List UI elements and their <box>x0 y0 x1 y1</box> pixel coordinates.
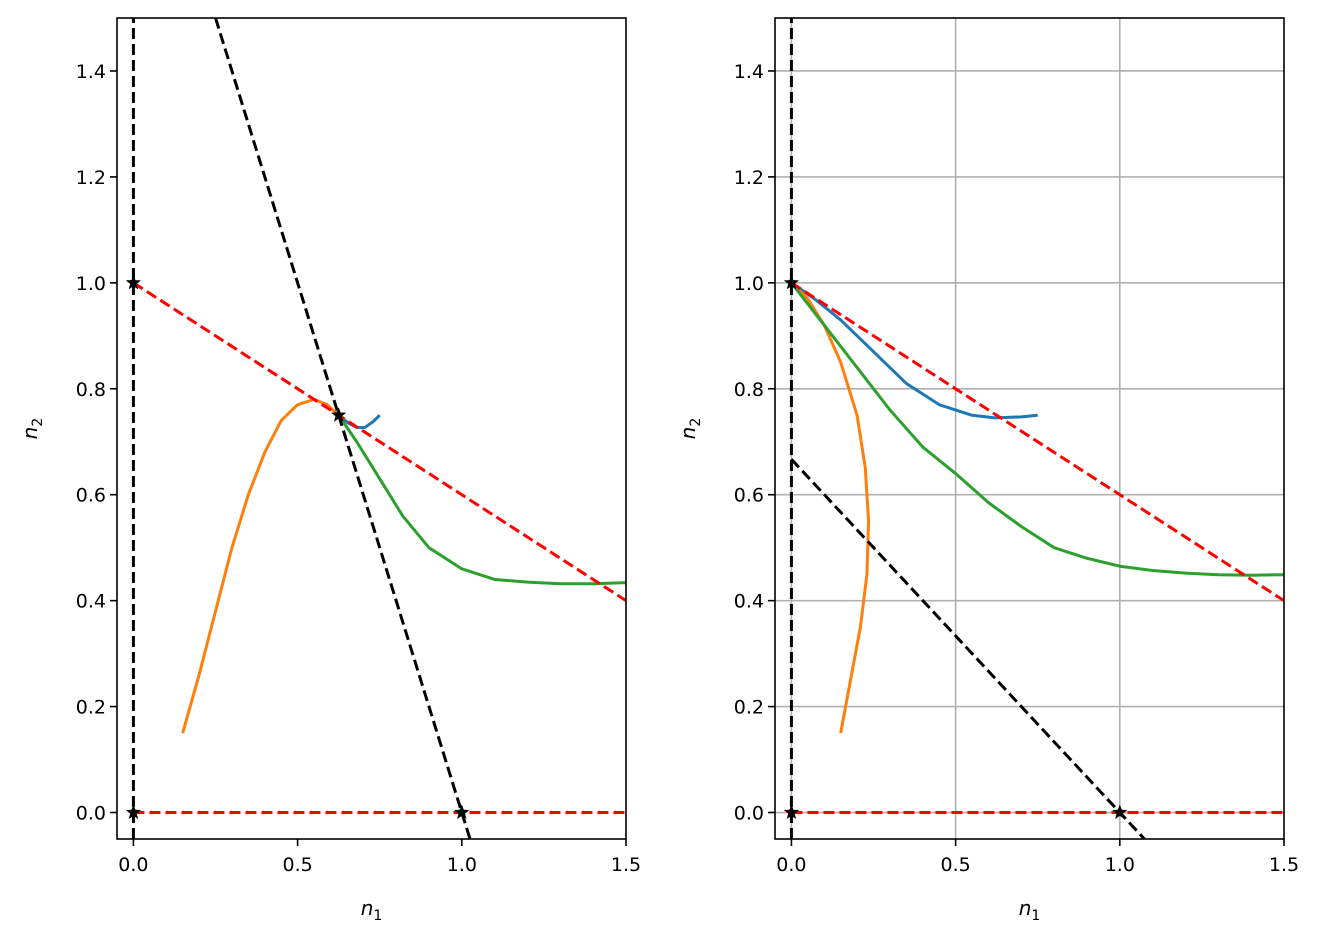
y-tick-label-3: 0.6 <box>76 485 106 507</box>
axes-frame <box>116 17 627 840</box>
y-axis-label: n2 <box>676 418 704 440</box>
y-tick-label-6: 1.2 <box>734 167 764 189</box>
y-axis-label: n2 <box>18 418 46 440</box>
y-tick-label-1: 0.2 <box>734 697 764 719</box>
nullcline-3 <box>132 281 626 602</box>
x-tick-label-1: 0.5 <box>283 854 313 876</box>
fixed-point-1 <box>125 274 142 290</box>
fixed-point-2 <box>454 804 470 819</box>
axes-frame <box>774 17 1285 840</box>
trajectory-0 <box>337 414 381 429</box>
y-tick-label-4: 0.8 <box>734 379 764 401</box>
y-tick-label-0: 0.0 <box>76 803 106 825</box>
right-phase-plot: 0.0 0.5 1.0 1.5 0.0 0.2 0.4 0.6 0.8 1.0 1.2 1.4 n1 n2 <box>676 17 1299 924</box>
x-axis-label: n1 <box>1019 896 1041 924</box>
x-tick-label-0: 0.0 <box>776 854 806 876</box>
y-tick-label-7: 1.4 <box>734 61 764 83</box>
trajectory-0 <box>790 281 1038 420</box>
nullcline-3 <box>790 281 1284 602</box>
fixed-point-2 <box>1112 804 1128 819</box>
y-tick-label-6: 1.2 <box>76 167 106 189</box>
trajectory-1 <box>181 397 340 734</box>
y-tick-label-5: 1.0 <box>734 273 764 295</box>
fixed-point-0 <box>125 804 142 819</box>
x-tick-label-3: 1.5 <box>1269 854 1299 876</box>
trajectory-2 <box>790 281 1284 577</box>
trajectory-2 <box>337 414 626 586</box>
y-tick-label-2: 0.4 <box>734 591 764 613</box>
left-phase-plot: 0.0 0.5 1.0 1.5 0.0 0.2 0.4 0.6 0.8 1.0 1.2 1.4 n1 n2 <box>18 17 641 924</box>
y-tick-label-3: 0.6 <box>734 485 764 507</box>
y-tick-label-2: 0.4 <box>76 591 106 613</box>
x-tick-label-1: 0.5 <box>941 854 971 876</box>
y-tick-label-4: 0.8 <box>76 379 106 401</box>
y-tick-label-7: 1.4 <box>76 61 106 83</box>
x-tick-label-3: 1.5 <box>611 854 641 876</box>
plot-area <box>131 18 626 839</box>
fixed-point-1 <box>783 274 800 290</box>
x-axis-label: n1 <box>361 896 383 924</box>
y-tick-label-1: 0.2 <box>76 697 106 719</box>
plot-area <box>789 18 1284 839</box>
x-tick-label-2: 1.0 <box>1105 854 1135 876</box>
x-tick-label-2: 1.0 <box>447 854 477 876</box>
fixed-point-3 <box>331 407 347 422</box>
x-tick-label-0: 0.0 <box>118 854 148 876</box>
fixed-point-0 <box>783 804 800 819</box>
nullcline-1 <box>790 458 1146 839</box>
y-tick-label-5: 1.0 <box>76 273 106 295</box>
y-tick-label-0: 0.0 <box>734 803 764 825</box>
